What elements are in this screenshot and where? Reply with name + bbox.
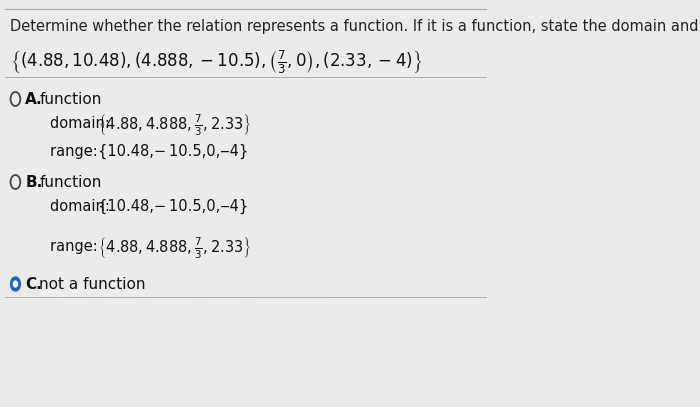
Text: A.: A. (25, 92, 43, 107)
Text: range:: range: (50, 239, 100, 254)
Text: range:: range: (50, 144, 102, 159)
Text: domain:: domain: (50, 116, 113, 131)
Text: $\left\{4.88,4.888,\frac{7}{3},2.33\right\}$: $\left\{4.88,4.888,\frac{7}{3},2.33\righ… (97, 113, 251, 138)
Text: B.: B. (25, 175, 43, 190)
Text: $\left\{(4.88,10.48),(4.888,-10.5),\left(\frac{7}{3},0\right),(2.33,-4)\right\}$: $\left\{(4.88,10.48),(4.888,-10.5),\left… (10, 49, 422, 77)
Text: C.: C. (25, 277, 42, 292)
Text: Determine whether the relation represents a function. If it is a function, state: Determine whether the relation represent… (10, 19, 700, 34)
Text: function: function (39, 175, 102, 190)
Text: function: function (39, 92, 102, 107)
Text: {10.48,− 10.5,0,‒4}: {10.48,− 10.5,0,‒4} (97, 199, 248, 214)
Text: domain:: domain: (50, 199, 114, 214)
Text: {10.48,− 10.5,0,‒4}: {10.48,− 10.5,0,‒4} (97, 144, 248, 159)
Circle shape (13, 281, 18, 287)
Circle shape (10, 277, 20, 291)
Text: not a function: not a function (39, 277, 146, 292)
Text: $\left\{4.88,4.888,\frac{7}{3},2.33\right\}$: $\left\{4.88,4.888,\frac{7}{3},2.33\righ… (97, 236, 251, 261)
